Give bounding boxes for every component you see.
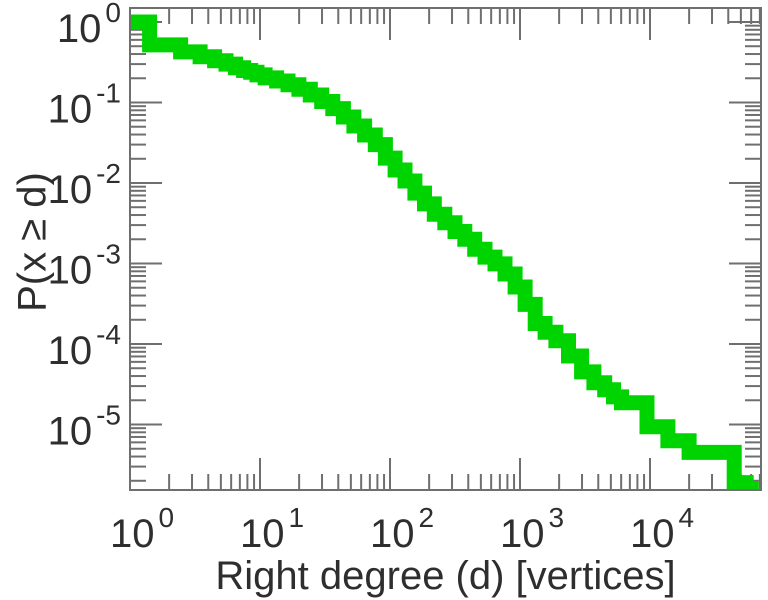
y-tick-label: 10 -5 (48, 400, 121, 454)
x-tick-label: 10 0 (110, 502, 174, 556)
x-tick-label: 10 1 (240, 502, 304, 556)
y-tick-label: 10 0 (57, 0, 121, 51)
ccdf-curve (130, 14, 759, 490)
x-tick-label: 10 3 (500, 502, 564, 556)
y-tick-label: 10 -3 (48, 239, 121, 293)
y-tick-label: 10 -2 (48, 158, 121, 212)
y-axis-title: P(x ≥ d) (10, 172, 55, 312)
y-tick-label: 10 -4 (48, 319, 121, 373)
plot-border (129, 7, 762, 491)
x-tick-label: 10 4 (630, 502, 694, 556)
y-tick-label: 10 -1 (48, 78, 121, 132)
x-tick-label: 10 2 (370, 502, 434, 556)
x-axis-title: Right degree (d) [vertices] (215, 554, 676, 598)
